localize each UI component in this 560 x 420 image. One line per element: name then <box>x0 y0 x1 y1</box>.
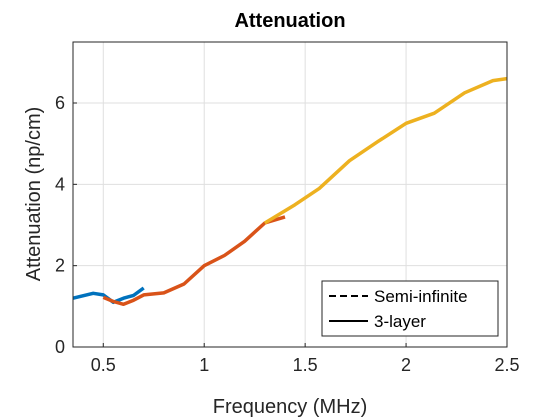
x-tick-label: 1.5 <box>293 355 318 375</box>
series-line-2 <box>102 215 286 307</box>
y-tick-label: 0 <box>55 337 65 357</box>
x-tick-label: 1 <box>199 355 209 375</box>
legend-label-3-layer: 3-layer <box>374 312 426 331</box>
x-axis-label: Frequency (MHz) <box>213 396 367 418</box>
y-tick-label: 4 <box>55 174 65 194</box>
x-tick-label: 0.5 <box>91 355 116 375</box>
legend-box <box>321 280 499 337</box>
x-tick-label: 2 <box>401 355 411 375</box>
series-lines <box>72 76 508 307</box>
y-tick-label: 2 <box>55 256 65 276</box>
y-axis-label: Attenuation (np/cm) <box>23 107 45 282</box>
series-line-3 <box>263 76 508 225</box>
chart-title: Attenuation <box>234 10 345 32</box>
legend-label-semi-infinite: Semi-infinite <box>374 287 468 306</box>
legend: Semi-infinite 3-layer <box>321 280 499 337</box>
x-tick-label: 2.5 <box>494 355 519 375</box>
plot-frame <box>72 41 508 348</box>
axis-ticks: 0.5 1 1.5 2 2.5 0 2 4 6 <box>55 93 520 375</box>
y-tick-label: 6 <box>55 93 65 113</box>
